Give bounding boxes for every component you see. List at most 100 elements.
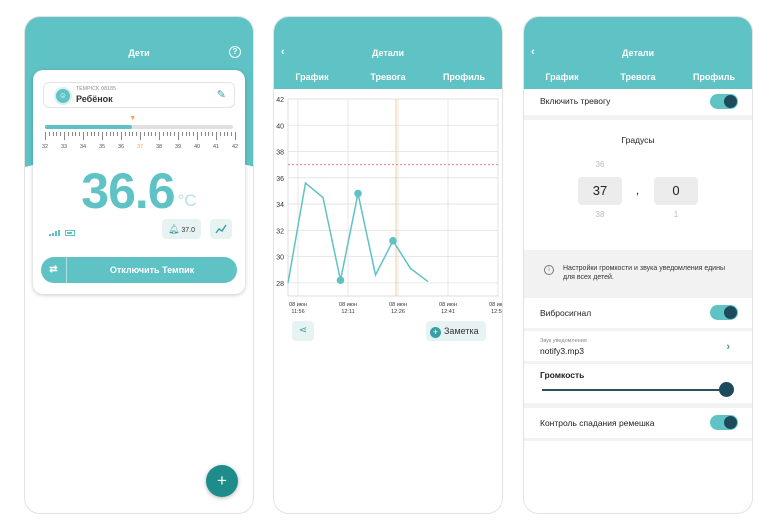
picker-int-value[interactable]: 37 xyxy=(578,177,622,205)
vibration-toggle[interactable] xyxy=(710,305,738,320)
scale-tick xyxy=(162,132,164,136)
scale-tick xyxy=(227,132,229,136)
details-alarm-screen: ‹ Детали График Тревога Профиль Включить… xyxy=(523,16,753,514)
scale-tick xyxy=(140,132,141,140)
info-text: Настройки громкости и звука уведомления … xyxy=(563,265,725,281)
scale-tick xyxy=(113,132,115,136)
chevron-right-icon: › xyxy=(726,341,730,353)
volume-slider[interactable] xyxy=(542,389,726,391)
data-point xyxy=(336,276,345,285)
x-tick-time: 12:56 xyxy=(491,309,503,315)
y-tick-label: 32 xyxy=(276,228,284,235)
scale-label: 32 xyxy=(41,144,49,150)
temperature-scale: ▼ 32 33 34 35 36 37 38 39 40 41 42 xyxy=(41,115,238,160)
scale-tick xyxy=(166,132,168,136)
scale-tick xyxy=(208,132,210,136)
sound-caption: Звук уведомления xyxy=(540,338,587,344)
scale-tick xyxy=(90,132,92,136)
header: ‹ Детали График Тревога Профиль xyxy=(274,17,502,89)
alarm-toggle[interactable] xyxy=(710,94,738,109)
strap-toggle[interactable] xyxy=(710,415,738,430)
scale-label: 33 xyxy=(60,144,68,150)
baby-icon: ☺ xyxy=(54,87,72,105)
back-icon[interactable]: ‹ xyxy=(281,46,285,58)
add-note-label: Заметка xyxy=(444,326,479,336)
scale-tick xyxy=(170,132,172,136)
scale-tick xyxy=(235,132,236,140)
scale-labels: 32 33 34 35 36 37 38 39 40 41 42 xyxy=(41,144,238,152)
x-tick-time: 12:26 xyxy=(391,309,405,315)
strap-row: Контроль спадания ремешка xyxy=(524,408,752,438)
scale-tick xyxy=(212,132,214,136)
sound-value: notify3.mp3 xyxy=(540,346,584,356)
temperature-unit: °C xyxy=(177,191,197,210)
scale-tick xyxy=(83,132,84,140)
scale-tick xyxy=(60,132,62,136)
battery-icon xyxy=(65,230,75,236)
plus-icon: + xyxy=(430,327,441,338)
scale-tick xyxy=(231,132,233,136)
picker-int-above: 36 xyxy=(595,160,605,169)
scale-tick xyxy=(79,132,81,136)
edit-icon[interactable]: ✎ xyxy=(216,89,226,101)
x-tick-date: 08 июн xyxy=(389,302,407,308)
signal-icon xyxy=(49,230,60,236)
question-icon[interactable]: ? xyxy=(229,46,241,58)
add-child-button[interactable]: + xyxy=(206,465,238,497)
scale-tick xyxy=(155,132,157,136)
x-tick-time: 12:11 xyxy=(341,309,354,315)
device-id: TEMPICK 08185 xyxy=(76,86,117,92)
y-tick-label: 40 xyxy=(276,123,284,130)
scale-tick xyxy=(132,132,134,136)
alarm-value: 37.0 xyxy=(181,227,195,234)
scale-tick xyxy=(75,132,77,136)
scale-marker-icon: ▼ xyxy=(129,115,137,122)
y-tick-label: 38 xyxy=(276,150,284,157)
scale-tick xyxy=(102,132,103,140)
chart-icon xyxy=(215,224,227,234)
scale-tick xyxy=(174,132,176,136)
y-tick-label: 42 xyxy=(276,97,284,104)
tab-profile[interactable]: Профиль xyxy=(692,72,736,82)
alarm-threshold-button[interactable]: 🔔︎ 37.0 xyxy=(162,219,201,239)
scale-label: 42 xyxy=(231,144,239,150)
scale-tick xyxy=(71,132,73,136)
device-name: Ребёнок xyxy=(76,94,113,104)
scale-tick xyxy=(94,132,96,136)
chart-button[interactable] xyxy=(210,219,232,239)
scale-tick xyxy=(67,132,69,136)
scale-tick xyxy=(204,132,206,136)
tab-alarm[interactable]: Тревога xyxy=(370,72,406,82)
share-icon: ⋖ xyxy=(298,325,308,336)
device-row[interactable]: ☺ TEMPICK 08185 Ребёнок ✎ xyxy=(43,82,235,108)
volume-slider-thumb[interactable] xyxy=(719,382,734,397)
tab-profile[interactable]: Профиль xyxy=(442,72,486,82)
page-title: Детали xyxy=(621,48,655,58)
scale-label: 41 xyxy=(212,144,220,150)
share-button[interactable]: ⋖ xyxy=(292,321,314,341)
picker-frac-below: 1 xyxy=(673,210,679,219)
scale-label: 36 xyxy=(117,144,125,150)
back-icon[interactable]: ‹ xyxy=(531,46,535,58)
scale-tick xyxy=(143,132,145,136)
sound-row[interactable] xyxy=(524,331,752,361)
add-note-button[interactable]: + Заметка xyxy=(426,321,486,341)
scale-tick xyxy=(197,132,198,140)
scale-tick xyxy=(189,132,191,136)
disable-tempick-button[interactable]: ⇄ Отключить Темпик xyxy=(41,257,237,283)
tab-chart[interactable]: График xyxy=(545,72,579,82)
disable-tempick-label: Отключить Темпик xyxy=(109,265,195,275)
tab-alarm[interactable]: Тревога xyxy=(620,72,656,82)
x-tick-date: 08 июн xyxy=(289,302,307,308)
temperature-readout: 36.6 °C xyxy=(33,162,245,220)
scale-label: 39 xyxy=(174,144,182,150)
tab-chart[interactable]: График xyxy=(295,72,329,82)
picker-separator: , xyxy=(636,185,640,197)
picker-frac-value[interactable]: 0 xyxy=(654,177,698,205)
scale-tick xyxy=(128,132,130,136)
scale-tick xyxy=(136,132,138,136)
degrees-title: Градусы xyxy=(621,135,655,145)
data-point xyxy=(354,189,362,198)
scale-tick xyxy=(109,132,111,136)
scale-tick xyxy=(45,132,46,140)
